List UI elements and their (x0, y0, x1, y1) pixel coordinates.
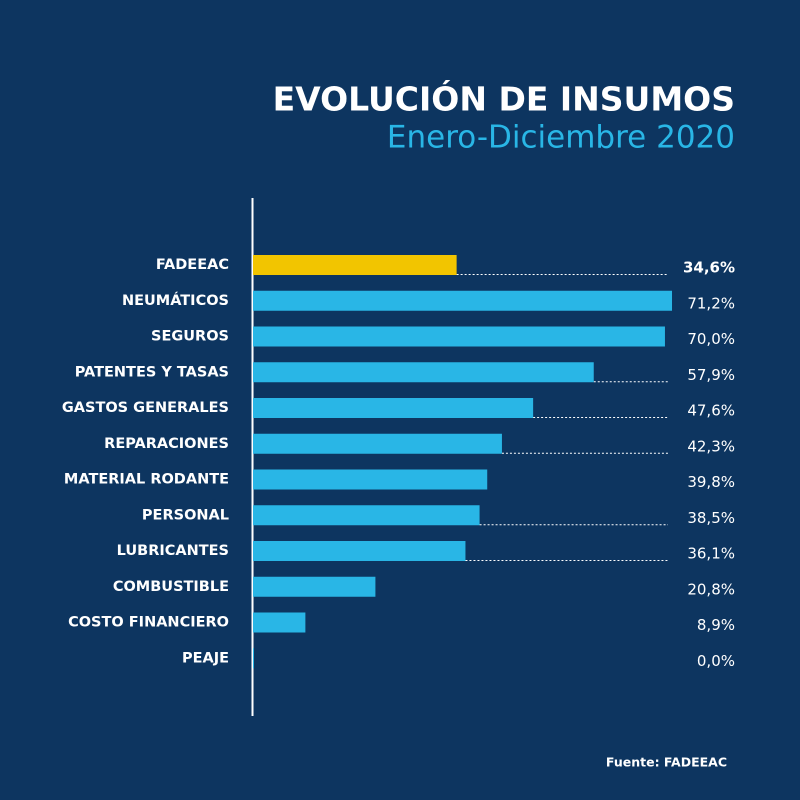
bar (253, 362, 594, 383)
bar (253, 505, 480, 526)
bar (253, 541, 466, 561)
category-label: LUBRICANTES (117, 543, 229, 559)
bar (253, 255, 457, 275)
category-label: PEAJE (182, 650, 229, 666)
category-label: FADEEAC (156, 257, 229, 273)
value-label: 36,1% (687, 545, 735, 563)
bar (253, 398, 534, 418)
category-label: PATENTES Y TASAS (75, 364, 229, 380)
bar (253, 576, 376, 597)
category-label: COMBUSTIBLE (113, 579, 229, 595)
bar (253, 648, 254, 669)
bar (253, 290, 673, 311)
bar (253, 469, 488, 490)
bar (253, 612, 306, 633)
value-label: 39,8% (687, 473, 735, 491)
value-label: 57,9% (687, 366, 735, 384)
value-label: 70,0% (687, 330, 735, 348)
category-label: PERSONAL (142, 507, 229, 523)
source: Fuente: FADEEAC (606, 755, 727, 770)
chart-title: EVOLUCIÓN DE INSUMOS (273, 79, 735, 119)
category-label: GASTOS GENERALES (62, 400, 229, 416)
value-label: 34,6% (683, 259, 735, 277)
value-label: 20,8% (687, 580, 735, 598)
value-label: 71,2% (687, 294, 735, 312)
value-label: 8,9% (697, 616, 735, 634)
value-label: 0,0% (697, 652, 735, 670)
category-label: SEGUROS (151, 329, 229, 345)
bar (253, 326, 665, 347)
category-label: COSTO FINANCIERO (68, 615, 229, 631)
value-label: 42,3% (687, 437, 735, 455)
chart-subtitle: Enero-Diciembre 2020 (387, 120, 735, 156)
bar (253, 433, 502, 454)
category-label: REPARACIONES (104, 436, 229, 452)
value-label: 47,6% (687, 402, 735, 420)
category-label: NEUMÁTICOS (122, 292, 229, 309)
value-label: 38,5% (687, 509, 735, 527)
category-label: MATERIAL RODANTE (64, 472, 229, 488)
